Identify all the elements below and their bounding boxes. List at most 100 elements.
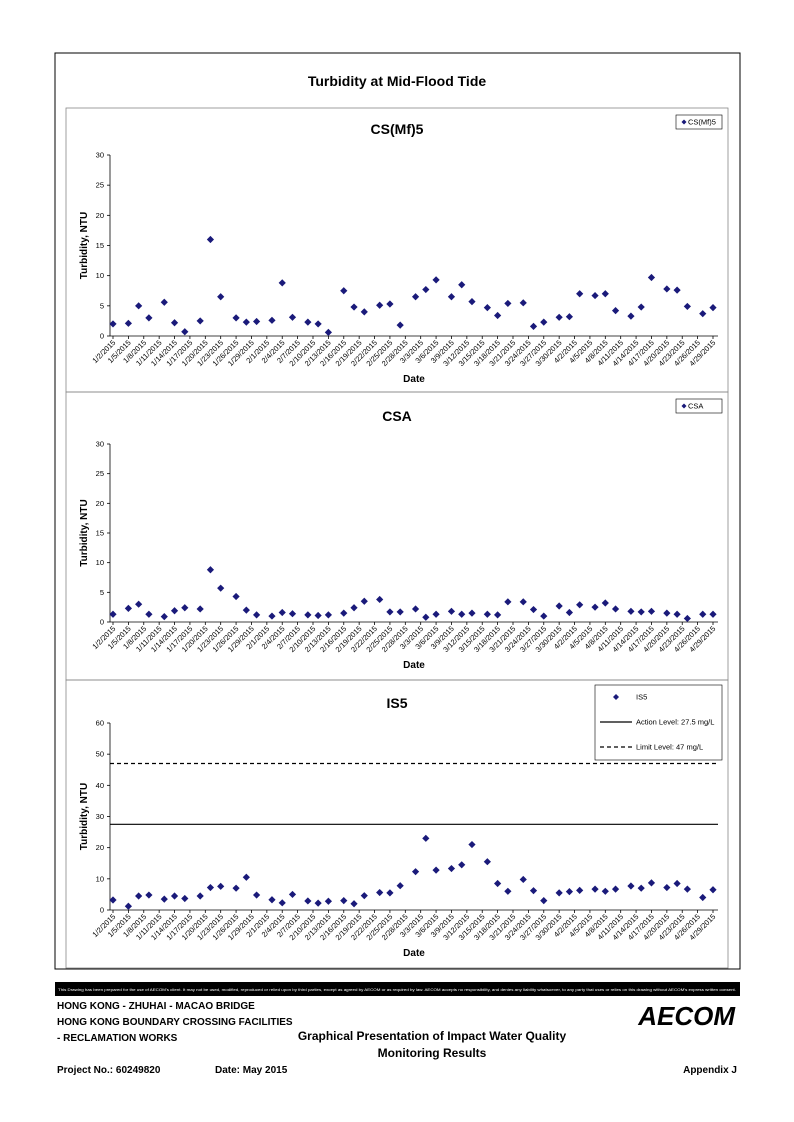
data-point (432, 276, 440, 284)
data-point (124, 604, 132, 612)
y-tick-label: 50 (96, 750, 104, 759)
data-point (637, 884, 645, 892)
y-tick-label: 10 (96, 874, 104, 883)
data-point (217, 584, 225, 592)
data-point (663, 883, 671, 892)
data-point (673, 286, 681, 294)
y-axis-label: Turbidity, NTU (79, 499, 90, 566)
data-point (396, 882, 404, 890)
data-point (576, 886, 584, 894)
data-point (124, 319, 132, 327)
drawing-title: Graphical Presentation of Impact Water Q… (298, 1029, 567, 1043)
y-tick-label: 40 (96, 781, 104, 790)
data-point (555, 889, 563, 897)
data-point (252, 317, 261, 326)
y-tick-label: 25 (96, 181, 104, 190)
legend-box (675, 114, 723, 130)
legend-label: Limit Level: 47 mg/L (636, 743, 703, 752)
data-point (519, 598, 527, 606)
data-point (314, 611, 322, 620)
data-point (268, 316, 276, 324)
x-axis-label: Date (403, 660, 425, 671)
data-point (340, 287, 348, 295)
data-point (611, 605, 620, 613)
data-point (288, 610, 297, 618)
data-point (422, 613, 430, 621)
data-point (252, 891, 261, 899)
data-point (601, 599, 609, 607)
data-point (304, 318, 312, 326)
data-point (170, 319, 179, 327)
data-point (206, 235, 215, 244)
data-point (242, 318, 250, 326)
disclaimer-bar (55, 982, 740, 996)
data-point (232, 884, 240, 892)
data-point (483, 610, 491, 618)
data-point (109, 320, 117, 328)
drawing-title: Monitoring Results (378, 1046, 487, 1060)
data-point (468, 840, 476, 849)
project-line: HONG KONG BOUNDARY CROSSING FACILITIES (57, 1017, 293, 1028)
data-point (196, 317, 204, 325)
data-point (540, 318, 548, 326)
data-point (242, 606, 250, 614)
data-point (109, 896, 117, 904)
data-point (591, 291, 599, 300)
y-tick-label: 15 (96, 241, 104, 250)
panel (65, 679, 729, 969)
data-point (555, 602, 563, 610)
data-point (396, 321, 404, 329)
data-point (519, 299, 527, 307)
chart-title: IS5 (386, 695, 407, 711)
data-point (540, 897, 548, 905)
data-point (627, 312, 635, 320)
data-point (494, 879, 502, 888)
data-point (314, 320, 322, 328)
data-point (601, 290, 609, 298)
data-point (196, 605, 204, 613)
data-point (304, 611, 312, 619)
data-point (181, 604, 189, 612)
data-point (709, 610, 717, 618)
data-point (396, 608, 404, 616)
y-tick-label: 0 (100, 618, 104, 627)
data-point (170, 607, 179, 615)
y-tick-label: 30 (96, 812, 104, 821)
data-point (411, 605, 420, 613)
data-point (565, 313, 574, 321)
data-point (447, 607, 456, 615)
data-point (647, 879, 656, 887)
legend-label: CS(Mf)5 (688, 118, 716, 127)
data-point (278, 279, 286, 287)
data-point (663, 609, 671, 617)
data-point (181, 894, 189, 903)
data-point (170, 892, 179, 900)
data-point (576, 290, 584, 298)
data-point (422, 285, 430, 294)
data-point (386, 889, 394, 897)
data-point (529, 887, 538, 895)
data-point (565, 888, 574, 896)
data-point (447, 293, 456, 301)
data-point (591, 603, 599, 611)
data-point (376, 595, 384, 604)
data-point (683, 885, 691, 893)
data-point (565, 608, 574, 617)
data-point (135, 302, 143, 310)
data-point (160, 895, 168, 903)
data-point (376, 888, 384, 897)
legend-label: IS5 (636, 693, 647, 702)
data-point (252, 611, 261, 619)
project-line: HONG KONG - ZHUHAI - MACAO BRIDGE (57, 1001, 255, 1012)
data-point (611, 307, 620, 315)
data-point (181, 328, 189, 336)
data-point (601, 887, 609, 895)
project-line: - RECLAMATION WORKS (57, 1033, 178, 1044)
y-tick-label: 10 (96, 558, 104, 567)
data-point (709, 886, 717, 894)
data-point (268, 896, 276, 904)
data-point (683, 302, 691, 311)
data-point (699, 893, 707, 902)
data-point (627, 607, 635, 615)
